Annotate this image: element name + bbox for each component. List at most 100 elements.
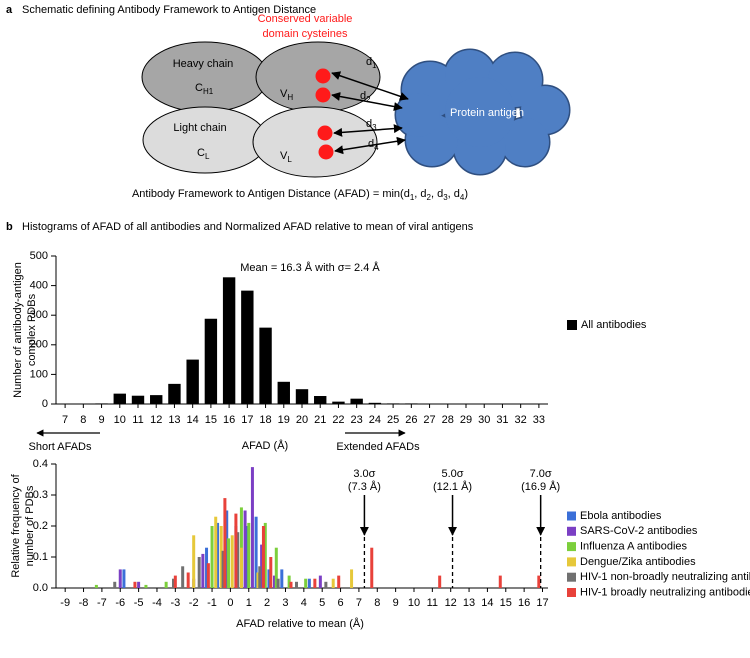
y-tick-label: 0.2 [33, 520, 48, 532]
cysteines [315, 68, 334, 160]
x-tick-label: 8 [80, 414, 86, 426]
y-tick-label: 200 [30, 339, 48, 351]
bar [201, 553, 205, 588]
label: VL [280, 150, 292, 164]
formula-text: Antibody Framework to Antigen Distance (… [132, 188, 410, 200]
distance-label-base: d [368, 138, 374, 150]
x-tick-label: -6 [115, 597, 125, 609]
bar [137, 581, 141, 588]
formula-text: ) [464, 188, 468, 200]
bar [230, 535, 234, 588]
x-tick-label: 14 [481, 597, 493, 609]
label: CL [197, 147, 210, 161]
x-tick-label: 14 [187, 414, 199, 426]
annotation: Conserved variable [258, 13, 353, 25]
bar [337, 575, 341, 588]
bar [245, 526, 249, 588]
bar [118, 569, 122, 588]
distance-arrows [331, 71, 409, 155]
formula-text: , d [414, 188, 426, 200]
legend-swatch [567, 572, 576, 582]
distance-label-sub: 2 [366, 95, 371, 104]
bar [254, 516, 258, 588]
bar [269, 557, 273, 588]
y-tick-label: 300 [30, 309, 48, 321]
bar [95, 403, 108, 404]
x-tick-label: 19 [278, 414, 290, 426]
bar [216, 522, 220, 588]
bar [250, 467, 254, 588]
y-tick-label: 0.4 [33, 458, 48, 470]
bar [206, 563, 210, 588]
x-tick-label: 28 [442, 414, 454, 426]
x-tick-label: 2 [264, 597, 270, 609]
formula-sub: 3 [443, 193, 448, 202]
bar [225, 510, 229, 588]
bar [239, 547, 243, 588]
bar [256, 572, 260, 588]
distance-label-sub: 3 [372, 123, 377, 132]
y-tick-label: 100 [30, 368, 48, 380]
x-tick-label: -8 [79, 597, 89, 609]
y-axis-label: Number of antibody-antigen [12, 262, 24, 398]
x-tick-label: 17 [536, 597, 548, 609]
y-tick-label: 400 [30, 280, 48, 292]
bar [259, 327, 272, 404]
bar [318, 575, 322, 588]
panel-label: b [6, 221, 13, 233]
formula: Antibody Framework to Antigen Distance (… [132, 188, 468, 202]
panel-label: a [6, 4, 13, 16]
legend-swatch [567, 542, 576, 552]
bar [247, 522, 251, 588]
bar [131, 395, 145, 404]
x-tick-label: 15 [500, 597, 512, 609]
x-tick-label: 23 [351, 414, 363, 426]
bar [186, 572, 190, 588]
formula-text: , d [448, 188, 460, 200]
bar [261, 526, 265, 588]
x-axis-label: AFAD relative to mean (Å) [236, 617, 364, 630]
label-base: V [280, 88, 288, 100]
legend-swatch [567, 511, 576, 521]
label: Protein antigen [450, 107, 524, 119]
y-tick-label: 0 [42, 398, 48, 410]
bar [287, 575, 291, 588]
y-tick-label: 0.3 [33, 489, 48, 501]
bar [304, 578, 308, 588]
bar [122, 569, 126, 588]
x-tick-label: 20 [296, 414, 308, 426]
x-tick-label: 33 [533, 414, 545, 426]
bar [260, 544, 264, 588]
x-tick-label: 9 [393, 597, 399, 609]
y-tick-label: 0.0 [33, 582, 48, 594]
x-arrow-label: Short AFADs [29, 441, 92, 453]
bar [267, 569, 271, 588]
x-arrow-label: Extended AFADs [336, 441, 420, 453]
x-tick-label: 30 [478, 414, 490, 426]
bar [324, 581, 328, 588]
threshold-label: 3.0σ [353, 468, 375, 480]
x-tick-label: -5 [134, 597, 144, 609]
bar [168, 383, 181, 404]
x-tick-label: 18 [259, 414, 271, 426]
x-tick-label: 25 [387, 414, 399, 426]
distance-label-sub: 4 [374, 143, 379, 152]
bar [173, 575, 177, 588]
x-tick-label: 9 [98, 414, 104, 426]
label-sub: H1 [203, 87, 214, 96]
x-tick-label: 21 [314, 414, 326, 426]
bar [274, 547, 278, 588]
x-tick-label: 3 [282, 597, 288, 609]
distance-label: d1 [366, 56, 377, 70]
bar [295, 389, 309, 404]
bar [186, 359, 199, 404]
x-tick-label: 6 [337, 597, 343, 609]
bar [94, 584, 98, 588]
bar [289, 581, 293, 588]
x-tick-label: 15 [205, 414, 217, 426]
label-sub: H [287, 93, 293, 102]
legend-label: Dengue/Zika antibodies [580, 556, 696, 568]
bar [227, 538, 231, 588]
annotation: domain cysteines [263, 28, 348, 40]
x-tick-label: 1 [246, 597, 252, 609]
